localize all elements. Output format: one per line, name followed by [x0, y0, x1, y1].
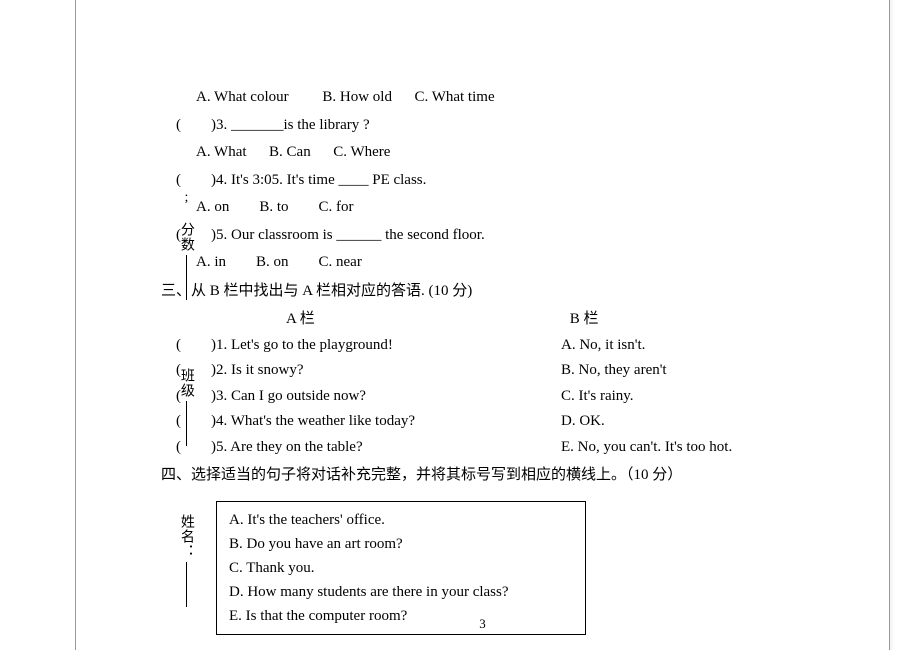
match-row-4: ( )4. What's the weather like today? D. …	[161, 409, 859, 435]
opt-c: C. What time	[414, 89, 494, 105]
page-number: 3	[479, 613, 486, 635]
section4-title: 四、选择适当的句子将对话补充完整，并将其标号写到相应的横线上。（10 分）	[161, 463, 859, 489]
content-area: A. What colour B. How old C. What time (…	[161, 85, 859, 635]
match-right: A. No, it isn't.	[561, 333, 859, 359]
box-opt-d: D. How many students are there in your c…	[229, 580, 573, 604]
opt-b: B. How old	[322, 89, 392, 105]
match-row-5: ( )5. Are they on the table? E. No, you …	[161, 435, 859, 461]
match-row-1: ( )1. Let's go to the playground! A. No,…	[161, 333, 859, 359]
class-label: 班级	[174, 368, 198, 398]
page-frame: ; 分数 班级 姓名： A. What colour B. How old C.…	[75, 0, 890, 650]
match-left: ( )5. Are they on the table?	[161, 435, 561, 461]
q4-stem: ( )4. It's 3:05. It's time ____ PE class…	[161, 168, 859, 194]
match-right: B. No, they aren't	[561, 358, 859, 384]
section3-title: 三、从 B 栏中找出与 A 栏相对应的答语. (10 分)	[161, 279, 859, 305]
q5-stem: ( )5. Our classroom is ______ the second…	[161, 223, 859, 249]
q5-options: A. in B. on C. near	[161, 250, 859, 276]
match-row-2: ( )2. Is it snowy? B. No, they aren't	[161, 358, 859, 384]
score-label-group: ; 分数	[174, 190, 198, 303]
q4-options: A. on B. to C. for	[161, 195, 859, 221]
match-left: ( )4. What's the weather like today?	[161, 409, 561, 435]
class-label-group: 班级	[174, 368, 198, 449]
q5-a: A. in	[196, 254, 226, 270]
match-left: ( )3. Can I go outside now?	[161, 384, 561, 410]
page-shadow	[890, 0, 895, 650]
match-left: ( )2. Is it snowy?	[161, 358, 561, 384]
column-headers: A 栏 B 栏	[161, 307, 859, 333]
q3-c: C. Where	[333, 144, 390, 160]
box-opt-b: B. Do you have an art room?	[229, 532, 573, 556]
dialogue-options-box: A. It's the teachers' office. B. Do you …	[216, 501, 586, 635]
match-right: E. No, you can't. It's too hot.	[561, 435, 859, 461]
match-right: D. OK.	[561, 409, 859, 435]
name-blank-line	[186, 562, 187, 607]
name-label-group: 姓名：	[174, 514, 198, 610]
col-b-header: B 栏	[315, 307, 599, 333]
q3-stem: ( )3. _______is the library ?	[161, 113, 859, 139]
match-left: ( )1. Let's go to the playground!	[161, 333, 561, 359]
box-opt-a: A. It's the teachers' office.	[229, 508, 573, 532]
box-opt-e: E. Is that the computer room?	[229, 604, 573, 628]
match-row-3: ( )3. Can I go outside now? C. It's rain…	[161, 384, 859, 410]
score-label: ; 分数	[174, 190, 198, 252]
q4-b: B. to	[259, 199, 288, 215]
q5-c: C. near	[319, 254, 362, 270]
name-label: 姓名：	[174, 514, 198, 559]
score-blank-line	[186, 255, 187, 300]
q3-a: A. What	[196, 144, 247, 160]
q4-a: A. on	[196, 199, 229, 215]
q3-b: B. Can	[269, 144, 311, 160]
q4-c: C. for	[319, 199, 354, 215]
match-right: C. It's rainy.	[561, 384, 859, 410]
box-opt-c: C. Thank you.	[229, 556, 573, 580]
prev-question-options: A. What colour B. How old C. What time	[161, 85, 859, 111]
q5-b: B. on	[256, 254, 289, 270]
class-blank-line	[186, 401, 187, 446]
q3-options: A. What B. Can C. Where	[161, 140, 859, 166]
margin-labels: ; 分数 班级 姓名：	[176, 190, 196, 610]
opt-a: A. What colour	[196, 89, 289, 105]
